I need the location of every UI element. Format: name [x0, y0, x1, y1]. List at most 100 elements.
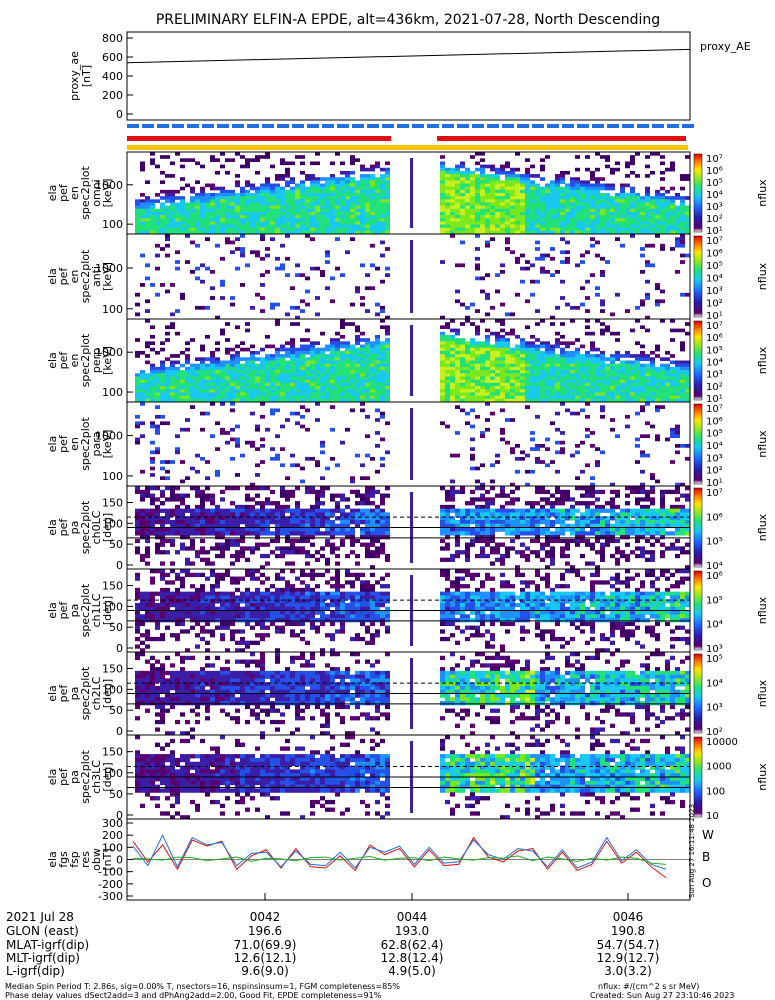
heat-cell — [250, 550, 255, 555]
heat-cell — [320, 489, 325, 495]
heat-cell — [375, 512, 380, 517]
heat-cell — [495, 196, 500, 200]
heat-cell — [195, 453, 200, 458]
heat-cell — [185, 211, 190, 216]
heat-cell — [295, 538, 300, 544]
heat-cell — [365, 434, 370, 439]
heat-cell — [630, 376, 635, 381]
heat-cell — [365, 189, 370, 194]
heat-cell — [330, 227, 335, 232]
heat-cell — [560, 199, 565, 203]
heat-cell — [275, 193, 280, 197]
heat-cell — [225, 205, 230, 210]
heat-cell — [205, 202, 210, 207]
heat-cell — [380, 389, 385, 393]
heat-cell — [625, 227, 630, 232]
heat-cell — [135, 531, 140, 536]
heat-cell — [295, 193, 300, 197]
heat-cell — [250, 354, 255, 358]
heat-cell — [490, 208, 495, 213]
heat-cell — [505, 237, 510, 242]
heat-cell — [580, 193, 585, 197]
heat-cell — [145, 523, 150, 528]
heat-cell — [350, 508, 355, 513]
heat-cell — [495, 221, 500, 226]
heat-cell — [380, 386, 385, 390]
heat-cell — [495, 215, 500, 219]
heat-cell — [180, 227, 185, 232]
heat-cell — [255, 424, 260, 429]
heat-cell — [680, 208, 685, 213]
heat-cell — [235, 392, 240, 397]
heat-cell — [300, 205, 305, 210]
heat-cell — [645, 221, 650, 226]
heat-cell — [585, 402, 590, 406]
heat-cell — [275, 218, 280, 222]
heat-cell — [545, 215, 550, 219]
y-label-line: pef — [57, 351, 70, 370]
heat-cell — [620, 205, 625, 210]
y-label-line: ela — [46, 352, 59, 369]
status-bar-segment — [172, 124, 184, 128]
heat-cell — [255, 253, 260, 258]
heat-cell — [680, 398, 685, 403]
heat-cell — [385, 382, 390, 387]
heat-cell — [465, 202, 470, 207]
heat-cell — [505, 376, 510, 381]
heat-cell — [270, 508, 275, 513]
heat-cell — [445, 189, 450, 194]
heat-cell — [490, 186, 495, 191]
heat-cell — [335, 360, 340, 365]
heat-cell — [260, 531, 265, 536]
heat-cell — [370, 174, 375, 178]
heat-cell — [520, 338, 525, 342]
heat-cell — [275, 370, 280, 374]
heat-cell — [255, 373, 260, 377]
heat-cell — [290, 373, 295, 377]
heat-cell — [305, 512, 310, 517]
heat-cell — [500, 360, 505, 365]
heat-cell — [355, 453, 360, 458]
heat-cell — [235, 504, 240, 510]
heat-cell — [265, 392, 270, 397]
heat-cell — [210, 366, 215, 371]
heat-cell — [640, 482, 645, 487]
heat-cell — [350, 186, 355, 191]
colorbar-label-group: nflux — [756, 262, 769, 290]
heat-cell — [510, 221, 515, 226]
heat-cell — [645, 395, 650, 400]
heat-cell — [310, 218, 315, 222]
heat-cell — [340, 205, 345, 210]
heat-cell — [280, 489, 285, 495]
heat-cell — [465, 357, 470, 361]
heat-cell — [215, 527, 220, 532]
heat-cell — [240, 199, 245, 203]
heat-cell — [295, 370, 300, 374]
heat-cell — [605, 379, 610, 384]
heat-cell — [275, 366, 280, 371]
heat-cell — [445, 370, 450, 374]
heat-cell — [325, 486, 330, 491]
heat-cell — [615, 215, 620, 219]
heat-cell — [685, 389, 690, 393]
heat-cell — [570, 224, 575, 229]
heat-cell — [555, 218, 560, 222]
heat-cell — [485, 183, 490, 188]
heat-cell — [370, 347, 375, 352]
heat-cell — [295, 523, 300, 528]
heat-cell — [385, 230, 390, 235]
heat-cell — [250, 382, 255, 387]
heat-cell — [500, 221, 505, 226]
heat-cell — [260, 218, 265, 222]
heat-cell — [555, 411, 560, 416]
heat-cell — [475, 398, 480, 403]
heat-cell — [465, 363, 470, 368]
heat-cell — [165, 237, 170, 242]
heat-cell — [535, 224, 540, 229]
heat-cell — [495, 174, 500, 178]
heat-cell — [535, 189, 540, 194]
heat-cell — [305, 523, 310, 528]
heat-cell — [455, 215, 460, 219]
heat-cell — [365, 344, 370, 349]
heat-cell — [495, 386, 500, 390]
